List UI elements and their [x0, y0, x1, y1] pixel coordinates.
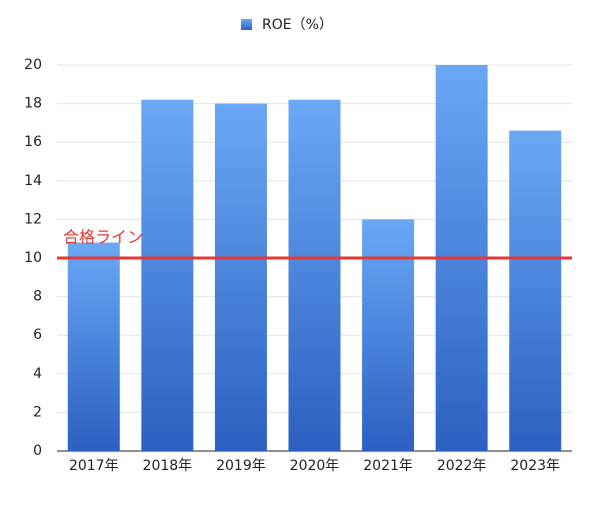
bar	[141, 99, 194, 452]
y-tick-label: 16	[24, 134, 42, 150]
bar	[214, 103, 267, 451]
x-tick-label: 2022年	[437, 458, 487, 474]
y-tick-label: 12	[24, 211, 42, 227]
bar	[67, 242, 120, 451]
y-tick-label: 8	[33, 289, 42, 305]
x-tick-label: 2021年	[363, 458, 413, 474]
y-tick-label: 4	[33, 366, 42, 382]
y-tick-label: 14	[24, 173, 42, 189]
bar	[288, 99, 341, 452]
x-tick-label: 2023年	[510, 458, 560, 474]
y-tick-label: 6	[33, 327, 42, 343]
x-tick-label: 2020年	[290, 458, 340, 474]
y-tick-label: 18	[24, 96, 42, 112]
legend-label: ROE（%）	[262, 17, 333, 33]
bar	[509, 130, 562, 451]
x-tick-label: 2017年	[69, 458, 119, 474]
y-tick-label: 2	[33, 404, 42, 420]
y-tick-label: 0	[33, 443, 42, 459]
x-tick-label: 2019年	[216, 458, 266, 474]
y-tick-label: 20	[24, 57, 42, 73]
legend-swatch	[241, 19, 252, 30]
reference-label: 合格ライン	[63, 228, 143, 247]
y-tick-label: 10	[24, 250, 42, 266]
bar	[362, 219, 415, 451]
x-tick-label: 2018年	[143, 458, 193, 474]
